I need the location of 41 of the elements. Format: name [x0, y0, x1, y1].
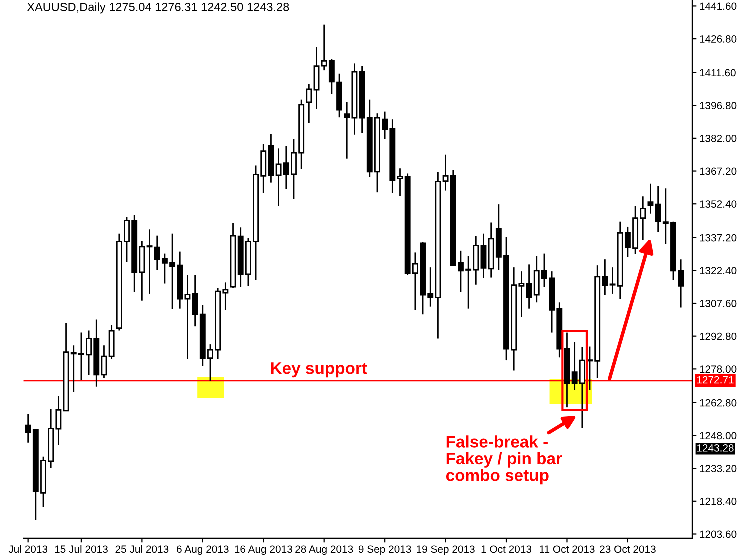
candlestick: [648, 183, 654, 215]
x-tick-label: Jul 2013: [8, 545, 48, 554]
candlestick: [480, 233, 487, 280]
y-tick-label: 1396.80: [700, 102, 737, 110]
candlestick: [314, 46, 320, 110]
y-tick-label: 1203.60: [700, 530, 737, 538]
y-tick-label: 1441.60: [700, 2, 737, 10]
y-tick-label: 1233.20: [700, 465, 737, 472]
chart-title: XAUUSD,Daily 1275.04 1276.31 1242.50 1243.28: [27, 2, 290, 14]
x-tick-label: 25 Jul 2013: [116, 545, 169, 554]
candlestick: [184, 274, 191, 360]
y-tick-label: 1382.00: [700, 134, 737, 142]
candlestick: [397, 168, 404, 197]
x-tick-label: 23 Oct 2013: [600, 546, 656, 554]
x-tick-label: 19 Sep 2013: [417, 546, 475, 556]
y-tick-label: 1352.40: [700, 200, 737, 208]
y-tick-label: 1411.60: [700, 69, 736, 77]
y-tick-label: 1307.60: [700, 300, 737, 308]
y-tick-label: 1367.20: [700, 168, 737, 176]
x-tick-label: 11 Oct 2013: [540, 546, 595, 554]
y-tick-label: 1218.40: [700, 498, 737, 506]
x-tick-label: 1 Oct 2013: [482, 546, 532, 554]
y-tick-label: 1322.40: [700, 267, 737, 275]
x-tick-label: 16 Aug 2013: [235, 546, 292, 556]
y-tick-label: 1262.80: [700, 399, 737, 407]
candlestick: [101, 344, 108, 379]
text: 1243.28: [697, 444, 734, 452]
y-tick-label: 1278.00: [700, 366, 737, 374]
candlestick: [306, 84, 312, 124]
text: 1272.71: [697, 376, 734, 384]
candlestick: [146, 228, 153, 295]
ref-line-label: Key support: [271, 362, 368, 378]
x-tick-label: 28 Aug 2013: [296, 546, 354, 556]
y-tick-label: 1248.00: [700, 432, 737, 440]
y-tick-label: 1426.80: [700, 36, 737, 43]
x-tick-label: 15 Jul 2013: [55, 545, 108, 554]
annotation: False-break - Fakey / pin bar combo setup: [446, 436, 562, 485]
x-tick-label: 9 Sep 2013: [358, 546, 412, 556]
y-tick-label: 1337.20: [700, 234, 737, 242]
x-tick-label: 6 Aug 2013: [177, 546, 229, 556]
y-tick-label: 1292.80: [700, 332, 737, 340]
